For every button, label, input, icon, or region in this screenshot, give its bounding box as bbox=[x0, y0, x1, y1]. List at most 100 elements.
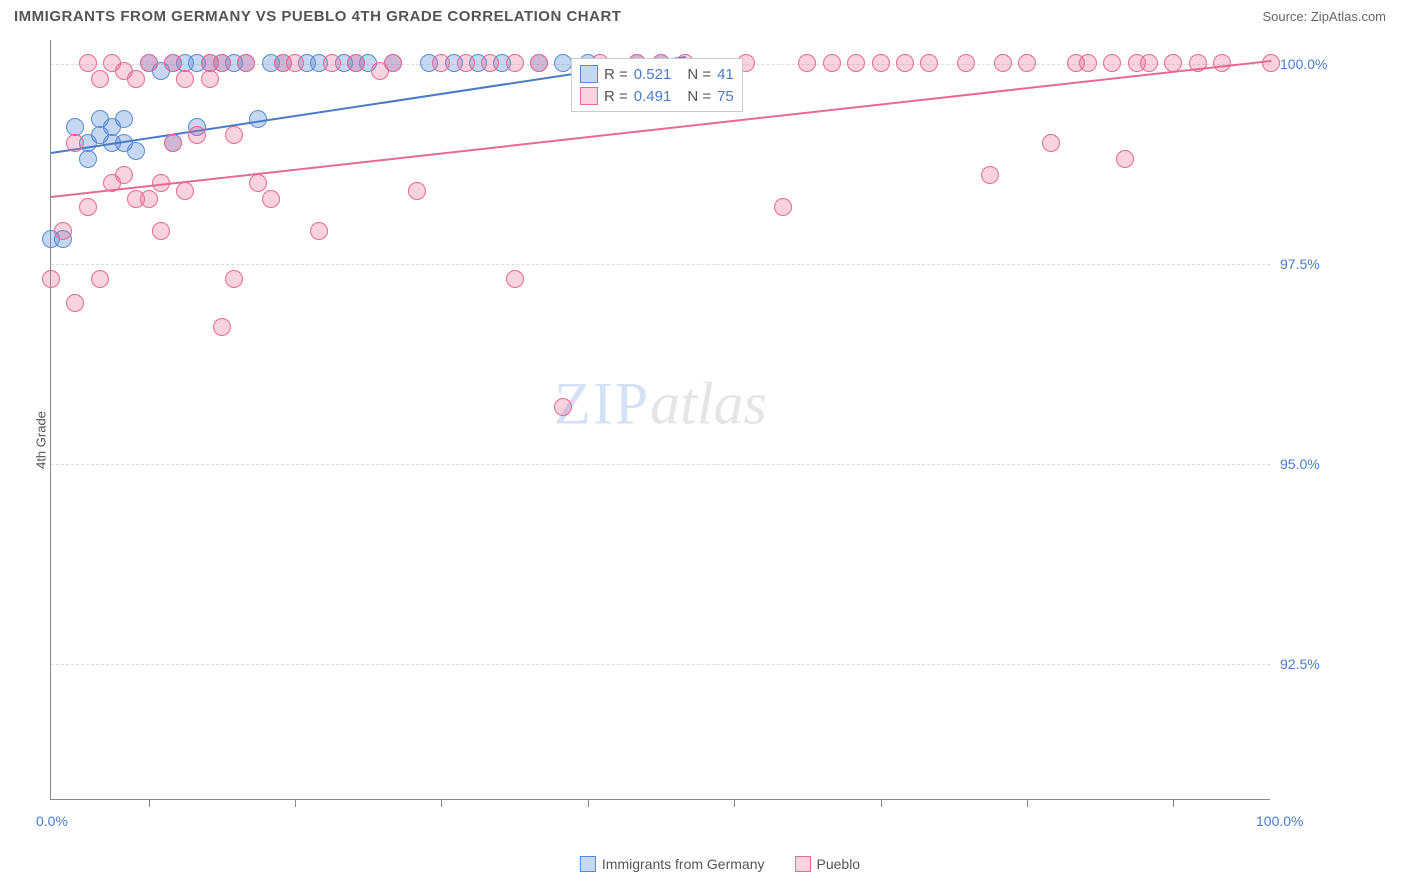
scatter-point-pueblo bbox=[310, 222, 328, 240]
y-tick-label: 95.0% bbox=[1280, 456, 1350, 472]
scatter-point-pueblo bbox=[262, 190, 280, 208]
r-value: 0.491 bbox=[634, 88, 672, 105]
scatter-point-pueblo bbox=[1018, 54, 1036, 72]
legend-swatch-pueblo bbox=[580, 87, 598, 105]
x-tick bbox=[441, 799, 442, 807]
x-tick bbox=[1027, 799, 1028, 807]
x-tick bbox=[149, 799, 150, 807]
scatter-point-germany bbox=[127, 142, 145, 160]
correlation-row-pueblo: R = 0.491 N = 75 bbox=[580, 85, 734, 107]
gridline bbox=[51, 464, 1270, 465]
scatter-point-pueblo bbox=[115, 166, 133, 184]
scatter-point-pueblo bbox=[152, 222, 170, 240]
scatter-point-germany bbox=[79, 150, 97, 168]
scatter-point-pueblo bbox=[91, 70, 109, 88]
scatter-point-pueblo bbox=[1116, 150, 1134, 168]
scatter-point-pueblo bbox=[530, 54, 548, 72]
gridline bbox=[51, 664, 1270, 665]
scatter-point-pueblo bbox=[347, 54, 365, 72]
scatter-point-pueblo bbox=[225, 126, 243, 144]
scatter-point-pueblo bbox=[201, 70, 219, 88]
y-tick-label: 97.5% bbox=[1280, 256, 1350, 272]
scatter-point-pueblo bbox=[384, 54, 402, 72]
legend-item-pueblo: Pueblo bbox=[795, 856, 861, 872]
scatter-point-pueblo bbox=[66, 134, 84, 152]
r-label: R = bbox=[604, 88, 628, 105]
header: IMMIGRANTS FROM GERMANY VS PUEBLO 4TH GR… bbox=[0, 0, 1406, 33]
scatter-point-pueblo bbox=[286, 54, 304, 72]
scatter-point-pueblo bbox=[994, 54, 1012, 72]
scatter-point-pueblo bbox=[42, 270, 60, 288]
y-tick-label: 100.0% bbox=[1280, 56, 1350, 72]
scatter-point-pueblo bbox=[847, 54, 865, 72]
n-label: N = bbox=[687, 88, 711, 105]
scatter-point-pueblo bbox=[127, 70, 145, 88]
scatter-point-pueblo bbox=[249, 174, 267, 192]
scatter-point-pueblo bbox=[554, 398, 572, 416]
scatter-point-pueblo bbox=[323, 54, 341, 72]
chart-title: IMMIGRANTS FROM GERMANY VS PUEBLO 4TH GR… bbox=[14, 8, 621, 25]
scatter-point-pueblo bbox=[457, 54, 475, 72]
scatter-point-pueblo bbox=[79, 198, 97, 216]
scatter-point-pueblo bbox=[176, 182, 194, 200]
scatter-point-pueblo bbox=[54, 222, 72, 240]
n-value: 41 bbox=[717, 66, 734, 83]
scatter-point-pueblo bbox=[774, 198, 792, 216]
scatter-point-pueblo bbox=[91, 270, 109, 288]
scatter-point-pueblo bbox=[981, 166, 999, 184]
n-value: 75 bbox=[717, 88, 734, 105]
scatter-point-pueblo bbox=[798, 54, 816, 72]
y-tick-label: 92.5% bbox=[1280, 656, 1350, 672]
legend-swatch-germany bbox=[580, 856, 596, 872]
scatter-point-pueblo bbox=[1262, 54, 1280, 72]
correlation-row-germany: R = 0.521 N = 41 bbox=[580, 63, 734, 85]
y-axis-label: 4th Grade bbox=[33, 411, 48, 469]
scatter-point-pueblo bbox=[896, 54, 914, 72]
scatter-point-pueblo bbox=[957, 54, 975, 72]
scatter-point-pueblo bbox=[872, 54, 890, 72]
scatter-point-pueblo bbox=[920, 54, 938, 72]
scatter-point-pueblo bbox=[506, 54, 524, 72]
scatter-point-pueblo bbox=[823, 54, 841, 72]
scatter-point-pueblo bbox=[66, 294, 84, 312]
scatter-point-pueblo bbox=[188, 126, 206, 144]
source-label: Source: ZipAtlas.com bbox=[1262, 9, 1386, 24]
legend-bottom: Immigrants from Germany Pueblo bbox=[580, 856, 860, 872]
scatter-point-germany bbox=[554, 54, 572, 72]
scatter-point-pueblo bbox=[481, 54, 499, 72]
legend-swatch-germany bbox=[580, 65, 598, 83]
scatter-point-pueblo bbox=[1103, 54, 1121, 72]
scatter-point-pueblo bbox=[164, 54, 182, 72]
scatter-point-pueblo bbox=[140, 190, 158, 208]
scatter-point-pueblo bbox=[213, 318, 231, 336]
correlation-legend: R = 0.521 N = 41 R = 0.491 N = 75 bbox=[571, 58, 743, 112]
scatter-point-pueblo bbox=[140, 54, 158, 72]
scatter-point-pueblo bbox=[432, 54, 450, 72]
x-tick bbox=[588, 799, 589, 807]
chart-area: 4th Grade ZIPatlas 92.5%95.0%97.5%100.0%… bbox=[50, 40, 1390, 840]
legend-label: Pueblo bbox=[817, 856, 861, 872]
gridline bbox=[51, 264, 1270, 265]
legend-swatch-pueblo bbox=[795, 856, 811, 872]
legend-label: Immigrants from Germany bbox=[602, 856, 765, 872]
n-label: N = bbox=[687, 66, 711, 83]
watermark: ZIPatlas bbox=[554, 370, 767, 439]
plot-region: ZIPatlas 92.5%95.0%97.5%100.0%0.0%100.0%… bbox=[50, 40, 1270, 800]
scatter-point-pueblo bbox=[1042, 134, 1060, 152]
r-label: R = bbox=[604, 66, 628, 83]
scatter-point-pueblo bbox=[164, 134, 182, 152]
scatter-point-pueblo bbox=[506, 270, 524, 288]
scatter-point-pueblo bbox=[1140, 54, 1158, 72]
scatter-point-pueblo bbox=[176, 70, 194, 88]
r-value: 0.521 bbox=[634, 66, 672, 83]
x-tick-label: 0.0% bbox=[36, 813, 68, 829]
x-tick-label: 100.0% bbox=[1256, 813, 1303, 829]
scatter-point-pueblo bbox=[213, 54, 231, 72]
scatter-point-pueblo bbox=[225, 270, 243, 288]
scatter-point-pueblo bbox=[237, 54, 255, 72]
scatter-point-pueblo bbox=[79, 54, 97, 72]
x-tick bbox=[295, 799, 296, 807]
scatter-point-germany bbox=[115, 110, 133, 128]
x-tick bbox=[1173, 799, 1174, 807]
scatter-point-pueblo bbox=[408, 182, 426, 200]
